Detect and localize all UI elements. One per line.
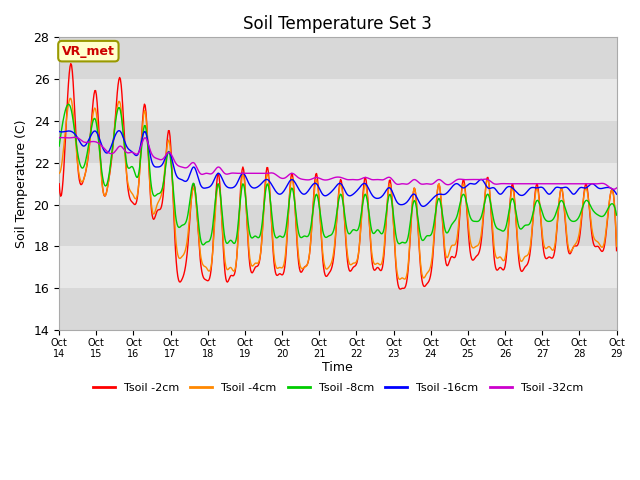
Tsoil -32cm: [72, 134, 79, 140]
Line: Tsoil -4cm: Tsoil -4cm: [59, 98, 616, 279]
Tsoil -8cm: [55, 143, 63, 149]
Tsoil -16cm: [124, 144, 131, 150]
X-axis label: Time: Time: [323, 361, 353, 374]
Bar: [59, 121, 616, 163]
Tsoil -2cm: [65, 71, 73, 76]
Tsoil -4cm: [612, 244, 620, 250]
Tsoil -2cm: [67, 61, 75, 67]
Line: Tsoil -32cm: Tsoil -32cm: [59, 137, 616, 189]
Bar: [59, 37, 616, 79]
Tsoil -32cm: [406, 180, 414, 185]
Tsoil -32cm: [180, 165, 188, 170]
Tsoil -16cm: [65, 128, 73, 134]
Bar: [59, 163, 616, 204]
Tsoil -4cm: [209, 240, 217, 245]
Tsoil -4cm: [396, 276, 403, 282]
Tsoil -4cm: [65, 97, 73, 103]
Tsoil -16cm: [424, 201, 431, 207]
Tsoil -8cm: [407, 213, 415, 219]
Tsoil -16cm: [115, 128, 123, 133]
Bar: [59, 79, 616, 121]
Tsoil -8cm: [211, 209, 218, 215]
Tsoil -16cm: [55, 129, 63, 134]
Tsoil -8cm: [66, 103, 74, 109]
Bar: [59, 247, 616, 288]
Y-axis label: Soil Temperature (C): Soil Temperature (C): [15, 120, 28, 248]
Tsoil -32cm: [124, 150, 131, 156]
Tsoil -4cm: [67, 96, 75, 101]
Tsoil -32cm: [209, 169, 217, 175]
Bar: [59, 204, 616, 247]
Tsoil -4cm: [424, 270, 431, 276]
Tsoil -2cm: [396, 286, 404, 292]
Legend: Tsoil -2cm, Tsoil -4cm, Tsoil -8cm, Tsoil -16cm, Tsoil -32cm: Tsoil -2cm, Tsoil -4cm, Tsoil -8cm, Tsoi…: [88, 379, 588, 398]
Tsoil -2cm: [407, 219, 415, 225]
Tsoil -4cm: [180, 251, 188, 257]
Line: Tsoil -16cm: Tsoil -16cm: [59, 131, 616, 206]
Tsoil -8cm: [200, 242, 207, 248]
Tsoil -2cm: [55, 181, 63, 187]
Title: Soil Temperature Set 3: Soil Temperature Set 3: [243, 15, 432, 33]
Tsoil -4cm: [55, 170, 63, 176]
Bar: [59, 288, 616, 330]
Tsoil -8cm: [65, 101, 72, 107]
Line: Tsoil -2cm: Tsoil -2cm: [59, 64, 616, 289]
Tsoil -8cm: [424, 233, 431, 239]
Tsoil -4cm: [124, 177, 131, 183]
Tsoil -16cm: [209, 179, 217, 184]
Tsoil -8cm: [612, 212, 620, 218]
Tsoil -2cm: [612, 248, 620, 253]
Tsoil -32cm: [55, 135, 63, 141]
Tsoil -2cm: [124, 180, 131, 186]
Tsoil -8cm: [124, 164, 131, 169]
Tsoil -32cm: [423, 181, 431, 187]
Line: Tsoil -8cm: Tsoil -8cm: [59, 104, 616, 245]
Tsoil -16cm: [406, 194, 414, 200]
Tsoil -32cm: [65, 135, 73, 141]
Tsoil -16cm: [180, 178, 188, 184]
Tsoil -16cm: [420, 204, 428, 209]
Tsoil -32cm: [612, 185, 620, 191]
Text: VR_met: VR_met: [62, 45, 115, 58]
Tsoil -2cm: [424, 280, 431, 286]
Tsoil -2cm: [209, 236, 217, 241]
Tsoil -16cm: [612, 192, 620, 197]
Tsoil -8cm: [180, 222, 188, 228]
Tsoil -2cm: [180, 271, 188, 277]
Tsoil -32cm: [610, 186, 618, 192]
Tsoil -4cm: [407, 218, 415, 224]
